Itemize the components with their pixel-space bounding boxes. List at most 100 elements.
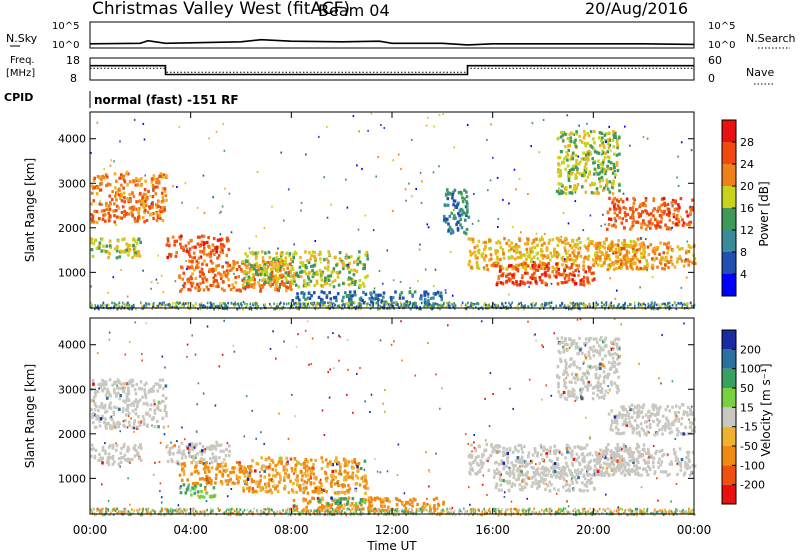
range-gate-cell: [216, 256, 219, 260]
range-gate-cell: [168, 305, 171, 308]
range-gate-cell: [282, 283, 286, 287]
range-gate-cell: [654, 307, 656, 311]
range-gate-cell: [210, 444, 213, 448]
range-gate-cell: [280, 275, 283, 279]
range-gate-cell: [659, 305, 662, 309]
range-gate-cell: [593, 182, 597, 186]
range-gate-cell: [484, 448, 488, 452]
range-gate-cell: [595, 303, 597, 307]
range-gate-cell: [661, 266, 664, 271]
range-gate-cell: [379, 293, 382, 297]
range-gate-cell: [152, 302, 155, 305]
range-gate-cell: [608, 138, 611, 142]
range-gate-cell: [634, 241, 637, 245]
range-gate-cell: [499, 245, 503, 249]
range-gate-cell: [564, 249, 567, 253]
range-gate-cell: [483, 303, 485, 307]
colorbar-tick-label: 16: [740, 202, 754, 215]
range-gate-cell: [291, 304, 294, 307]
range-gate-cell: [348, 261, 351, 265]
freq-tick-top: 18: [66, 54, 80, 67]
range-gate-cell: [200, 267, 204, 271]
range-gate-cell: [169, 451, 172, 455]
range-gate-cell: [235, 268, 239, 272]
range-gate-cell: [652, 305, 654, 308]
range-gate-cell: [589, 130, 593, 134]
range-gate-cell: [425, 304, 428, 308]
range-gate-cell: [324, 266, 327, 270]
range-gate-cell: [563, 305, 565, 309]
range-gate-cell: [120, 216, 123, 220]
range-gate-cell: [253, 278, 256, 282]
range-gate-cell: [596, 254, 599, 258]
range-gate-cell: [299, 270, 302, 274]
range-gate-cell: [598, 144, 602, 148]
range-gate-cell: [124, 419, 127, 423]
range-gate-cell: [268, 478, 271, 482]
range-gate-cell: [416, 502, 419, 507]
range-gate-cell: [620, 463, 624, 467]
range-gate-cell: [484, 254, 488, 258]
range-gate-cell: [117, 386, 120, 390]
range-gate-cell: [366, 302, 368, 306]
range-gate-cell: [446, 306, 448, 309]
range-gate-cell: [221, 243, 225, 247]
range-gate-cell: [556, 470, 559, 475]
range-gate-cell: [469, 467, 472, 471]
range-gate-cell: [280, 456, 283, 460]
range-gate-cell: [318, 498, 322, 502]
range-gate-cell: [363, 484, 367, 488]
range-gate-cell: [580, 140, 584, 144]
speckle-cell: [394, 303, 397, 306]
range-gate-cell: [217, 254, 221, 258]
range-gate-cell: [90, 447, 93, 452]
range-gate-cell: [640, 242, 643, 246]
range-gate-cell: [172, 452, 175, 456]
range-gate-cell: [541, 237, 545, 241]
range-gate-cell: [285, 456, 288, 460]
range-gate-cell: [531, 263, 534, 268]
range-gate-cell: [291, 260, 294, 264]
range-gate-cell: [202, 234, 206, 238]
range-gate-cell: [589, 151, 592, 155]
range-gate-cell: [287, 473, 290, 477]
range-gate-cell: [624, 261, 628, 265]
range-gate-cell: [492, 302, 494, 305]
range-gate-cell: [97, 458, 100, 462]
speckle-cell: [642, 136, 645, 138]
range-gate-cell: [638, 259, 641, 264]
range-gate-cell: [115, 303, 118, 307]
range-gate-cell: [201, 250, 204, 254]
range-gate-cell: [116, 378, 120, 382]
speckle-cell: [593, 184, 596, 186]
colorbar-tick-label: 20: [740, 180, 754, 193]
speckle-cell: [323, 176, 325, 179]
range-gate-cell: [364, 253, 367, 257]
range-gate-cell: [97, 246, 101, 250]
range-gate-cell: [244, 467, 247, 471]
speckle-cell: [518, 178, 521, 180]
range-gate-cell: [300, 270, 304, 274]
range-gate-cell: [247, 473, 250, 478]
range-gate-cell: [127, 306, 130, 309]
range-gate-cell: [548, 458, 552, 462]
speckle-cell: [320, 261, 322, 264]
range-gate-cell: [471, 460, 475, 465]
speckle-cell: [176, 186, 178, 188]
range-gate-cell: [163, 187, 167, 191]
range-gate-cell: [153, 408, 157, 412]
speckle-cell: [367, 129, 369, 132]
range-gate-cell: [180, 441, 184, 445]
range-gate-cell: [478, 307, 481, 310]
range-gate-cell: [468, 453, 472, 457]
range-gate-cell: [202, 248, 206, 252]
range-gate-cell: [518, 283, 522, 287]
range-gate-cell: [101, 448, 105, 452]
range-gate-cell: [534, 264, 537, 268]
range-gate-cell: [640, 222, 643, 226]
range-gate-cell: [677, 220, 681, 224]
range-gate-cell: [379, 500, 383, 504]
speckle-cell: [451, 294, 454, 297]
range-gate-cell: [364, 301, 367, 305]
range-gate-cell: [615, 255, 618, 259]
